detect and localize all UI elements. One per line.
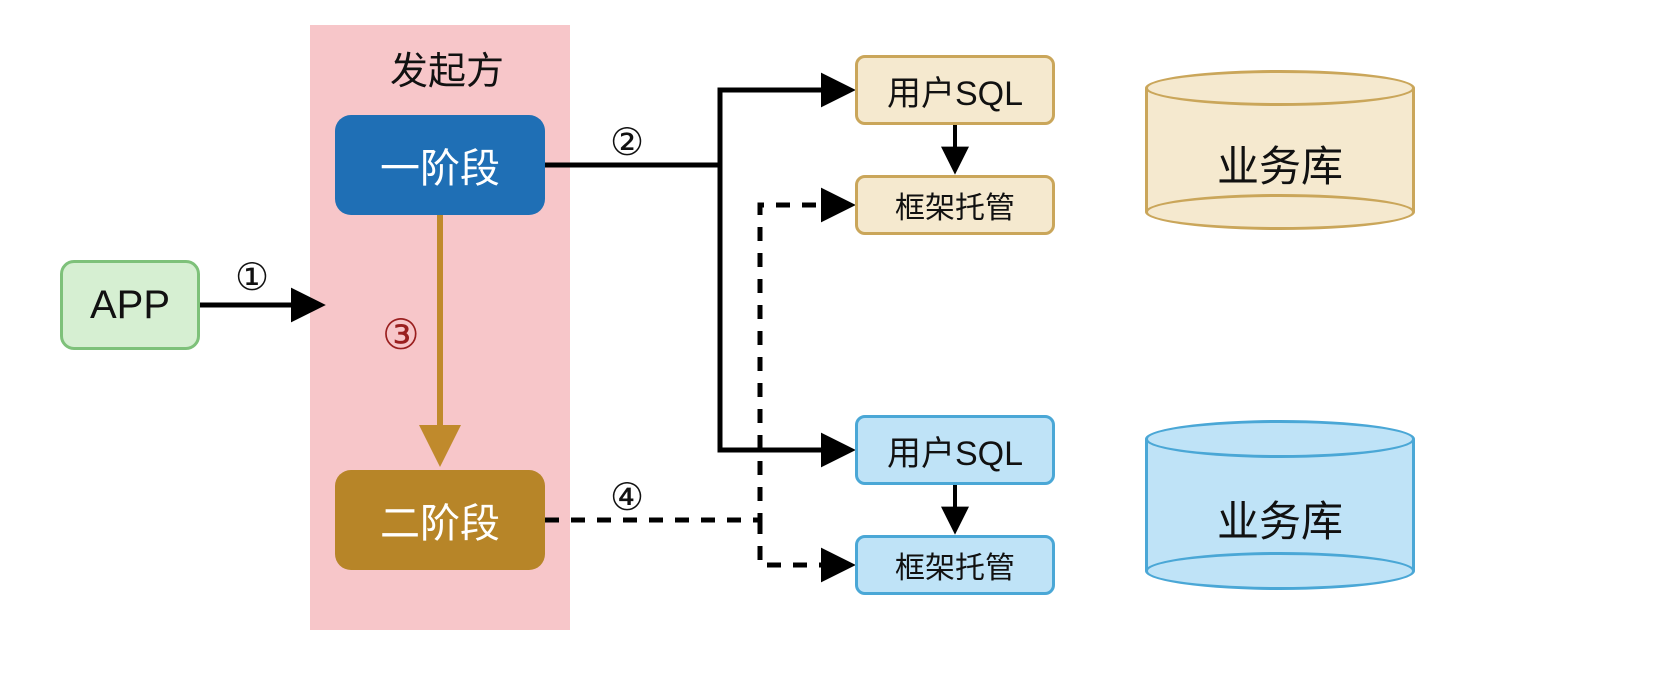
- app-label: APP: [90, 283, 170, 328]
- edge-label-3: ③: [382, 310, 420, 359]
- db1-label: 业务库: [1145, 133, 1415, 194]
- phase2-node: 二阶段: [335, 470, 545, 570]
- edge-phase1-branch: [545, 90, 845, 450]
- user-sql-1-label: 用户SQL: [887, 66, 1023, 115]
- db2-label: 业务库: [1145, 488, 1415, 549]
- user-sql-1-node: 用户SQL: [855, 55, 1055, 125]
- edge-label-2: ②: [610, 120, 644, 165]
- edge-phase2-branch: [545, 205, 845, 565]
- initiator-title: 发起方: [390, 40, 504, 95]
- phase2-label: 二阶段: [380, 491, 500, 549]
- phase1-label: 一阶段: [380, 136, 500, 194]
- framework-1-node: 框架托管: [855, 175, 1055, 235]
- phase1-node: 一阶段: [335, 115, 545, 215]
- framework-2-node: 框架托管: [855, 535, 1055, 595]
- user-sql-2-label: 用户SQL: [887, 426, 1023, 475]
- user-sql-2-node: 用户SQL: [855, 415, 1055, 485]
- framework-1-label: 框架托管: [895, 183, 1015, 227]
- edge-label-1: ①: [235, 255, 269, 300]
- edge-label-4: ④: [610, 475, 644, 520]
- db2-cylinder: 业务库: [1145, 420, 1415, 590]
- flowchart-canvas: 发起方 APP 一阶段 二阶段 用户SQL 框架托管 用户SQL 框架托管 业务…: [0, 0, 1662, 682]
- framework-2-label: 框架托管: [895, 543, 1015, 587]
- app-node: APP: [60, 260, 200, 350]
- db1-cylinder: 业务库: [1145, 70, 1415, 230]
